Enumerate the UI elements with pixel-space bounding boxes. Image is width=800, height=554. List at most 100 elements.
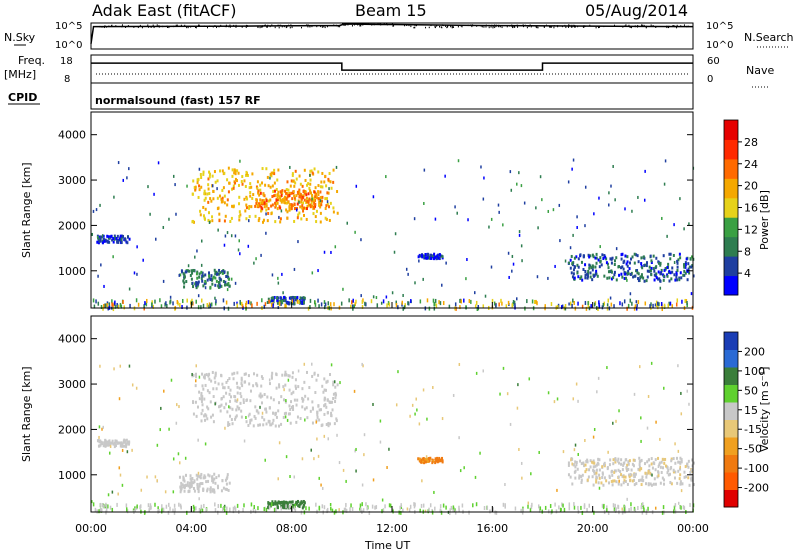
data-cell bbox=[530, 472, 532, 476]
data-cell bbox=[601, 472, 604, 476]
colorbar-segment bbox=[724, 275, 738, 296]
data-cell bbox=[309, 169, 312, 173]
data-cell bbox=[653, 273, 656, 277]
data-cell bbox=[645, 279, 648, 283]
data-cell bbox=[468, 299, 471, 304]
data-cell bbox=[434, 506, 436, 511]
data-cell bbox=[284, 370, 287, 374]
data-cell bbox=[661, 466, 664, 470]
data-cell bbox=[111, 441, 114, 445]
data-cell bbox=[224, 234, 227, 238]
data-cell bbox=[204, 413, 207, 417]
data-cell bbox=[472, 503, 474, 508]
noise-point bbox=[344, 24, 346, 27]
data-cell bbox=[203, 373, 206, 377]
data-cell bbox=[572, 233, 574, 237]
data-cell bbox=[213, 268, 216, 272]
data-cell bbox=[289, 475, 291, 479]
data-cell bbox=[287, 506, 290, 510]
noise-point bbox=[115, 25, 117, 27]
data-cell bbox=[267, 501, 270, 505]
noise-point bbox=[574, 25, 576, 28]
data-cell bbox=[273, 507, 276, 512]
data-cell bbox=[361, 304, 364, 309]
data-cell bbox=[512, 262, 515, 266]
data-cell bbox=[301, 206, 304, 210]
data-cell bbox=[122, 444, 125, 448]
data-cell bbox=[201, 279, 204, 283]
data-cell bbox=[316, 413, 319, 417]
noise-point bbox=[99, 25, 101, 28]
noise-point bbox=[307, 24, 309, 26]
data-cell bbox=[259, 188, 262, 192]
data-cell bbox=[203, 198, 206, 202]
data-cell bbox=[682, 273, 685, 277]
noise-point bbox=[226, 25, 228, 28]
data-cell bbox=[197, 486, 200, 490]
data-cell bbox=[186, 483, 189, 487]
data-cell bbox=[365, 302, 367, 307]
data-cell bbox=[200, 412, 203, 416]
data-cell bbox=[256, 180, 259, 184]
data-cell bbox=[226, 274, 229, 278]
data-cell bbox=[134, 507, 137, 512]
colorbar-tick-label: -15 bbox=[744, 423, 762, 436]
data-cell bbox=[633, 483, 636, 487]
data-cell bbox=[304, 178, 307, 182]
data-cell bbox=[510, 188, 513, 192]
data-cell bbox=[571, 303, 573, 308]
data-cell bbox=[342, 287, 344, 291]
noise-point bbox=[494, 24, 496, 26]
data-cell bbox=[608, 463, 611, 467]
data-cell bbox=[649, 482, 652, 486]
data-cell bbox=[97, 235, 99, 239]
data-cell bbox=[111, 238, 114, 242]
data-cell bbox=[535, 206, 537, 210]
data-cell bbox=[106, 240, 109, 244]
data-cell bbox=[674, 470, 677, 474]
data-cell bbox=[156, 443, 159, 447]
data-cell bbox=[297, 213, 300, 217]
data-cell bbox=[579, 459, 582, 463]
data-cell bbox=[105, 507, 108, 512]
data-cell bbox=[426, 256, 429, 260]
data-cell bbox=[192, 504, 195, 509]
data-cell bbox=[223, 270, 226, 274]
noise-point bbox=[667, 26, 669, 29]
data-cell bbox=[320, 483, 322, 487]
data-cell bbox=[211, 219, 214, 223]
noise-point bbox=[536, 25, 538, 27]
data-cell bbox=[154, 299, 156, 304]
data-cell bbox=[395, 300, 397, 305]
data-cell bbox=[281, 373, 284, 377]
data-cell bbox=[615, 247, 618, 251]
data-cell bbox=[106, 302, 108, 307]
data-cell bbox=[231, 422, 234, 426]
data-cell bbox=[199, 213, 202, 217]
data-cell bbox=[208, 175, 211, 179]
data-cell bbox=[561, 304, 564, 309]
data-cell bbox=[282, 415, 285, 419]
data-cell bbox=[538, 450, 540, 454]
data-cell bbox=[217, 510, 219, 515]
data-cell bbox=[246, 173, 249, 177]
data-cell bbox=[570, 254, 573, 258]
data-cell bbox=[606, 508, 608, 513]
data-cell bbox=[325, 217, 328, 221]
noise-point bbox=[176, 24, 178, 27]
data-cell bbox=[657, 305, 659, 310]
data-cell bbox=[301, 300, 303, 305]
data-cell bbox=[199, 509, 202, 514]
data-cell bbox=[459, 305, 461, 310]
data-cell bbox=[293, 506, 296, 511]
data-cell bbox=[321, 195, 324, 199]
data-cell bbox=[690, 255, 693, 259]
data-cell bbox=[507, 300, 510, 305]
data-cell bbox=[601, 503, 604, 508]
data-cell bbox=[99, 507, 102, 512]
data-cell bbox=[420, 254, 423, 258]
data-cell bbox=[293, 504, 296, 508]
data-cell bbox=[274, 501, 277, 505]
data-cell bbox=[597, 457, 600, 461]
data-cell bbox=[99, 239, 102, 243]
